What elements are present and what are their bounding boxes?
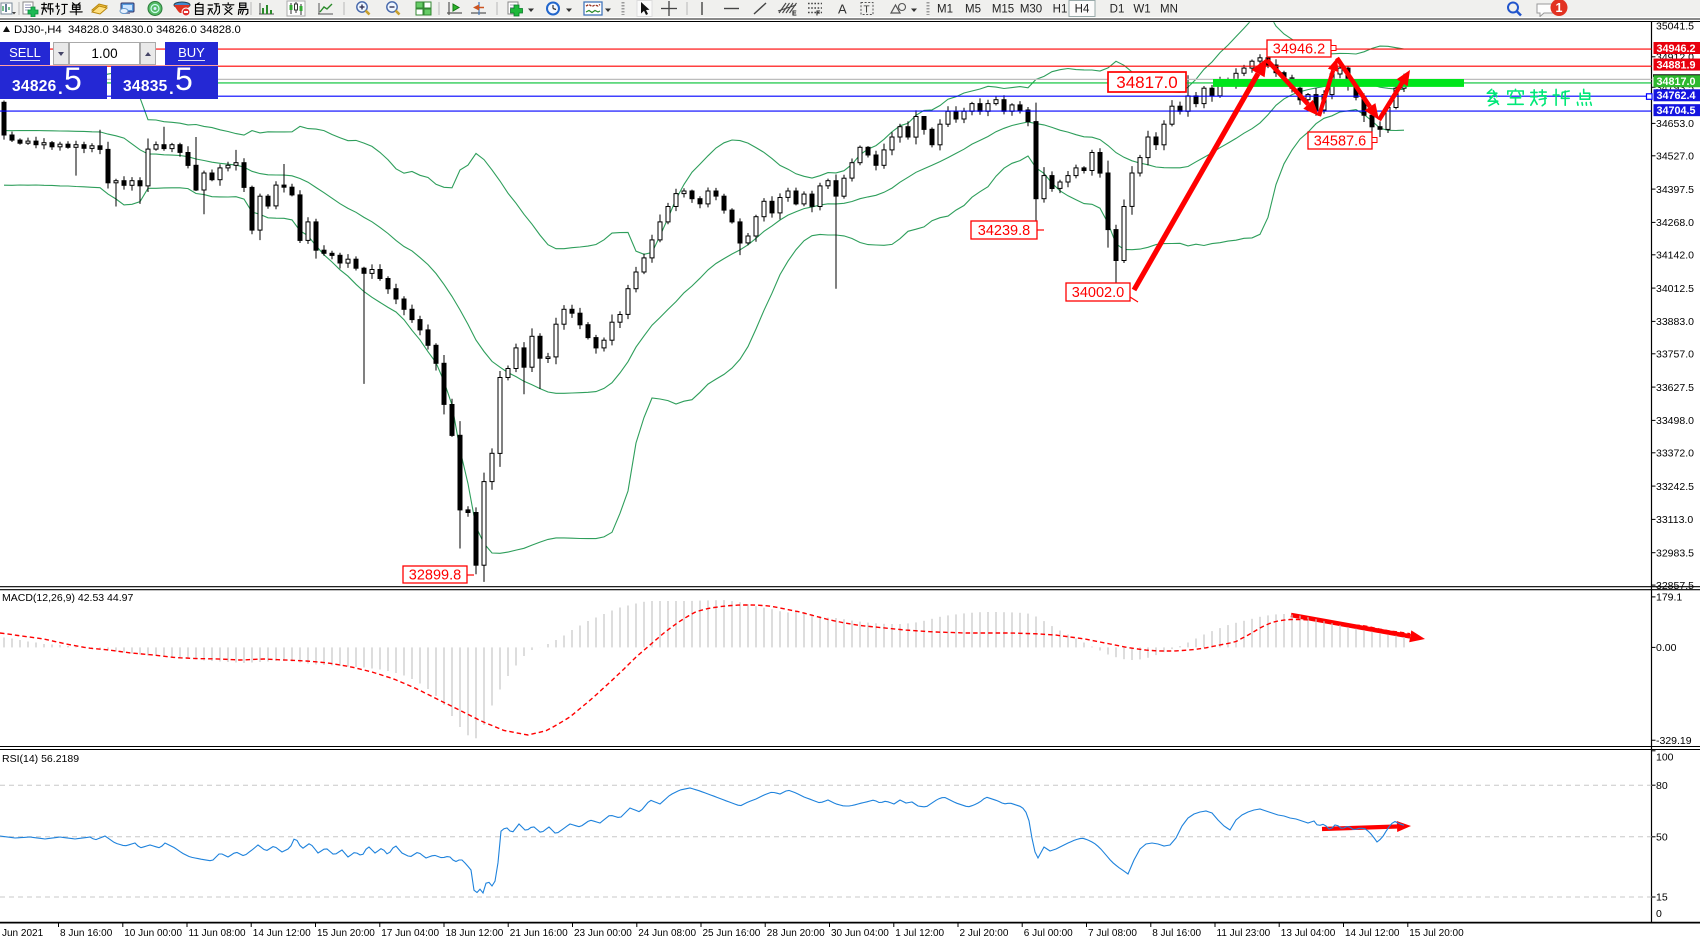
svg-text:6 Jul 00:00: 6 Jul 00:00 bbox=[1024, 928, 1073, 939]
svg-text:50: 50 bbox=[1656, 832, 1668, 844]
svg-text:100: 100 bbox=[1656, 752, 1674, 764]
svg-text:34397.5: 34397.5 bbox=[1656, 184, 1694, 196]
svg-text:0.00: 0.00 bbox=[1656, 642, 1677, 654]
svg-text:34817.0: 34817.0 bbox=[1116, 73, 1177, 92]
svg-text:18 Jun 12:00: 18 Jun 12:00 bbox=[446, 928, 504, 939]
svg-text:10 Jun 00:00: 10 Jun 00:00 bbox=[124, 928, 182, 939]
svg-text:33372.0: 33372.0 bbox=[1656, 447, 1694, 459]
svg-text:11 Jul 23:00: 11 Jul 23:00 bbox=[1217, 928, 1271, 939]
svg-text:34762.4: 34762.4 bbox=[1657, 90, 1696, 102]
svg-text:33242.5: 33242.5 bbox=[1656, 481, 1694, 493]
svg-text:21 Jun 16:00: 21 Jun 16:00 bbox=[510, 928, 568, 939]
svg-text:15 Jul 20:00: 15 Jul 20:00 bbox=[1409, 928, 1464, 939]
svg-text:28 Jun 20:00: 28 Jun 20:00 bbox=[767, 928, 825, 939]
svg-text:8 Jun 16:00: 8 Jun 16:00 bbox=[60, 928, 113, 939]
svg-text:15: 15 bbox=[1656, 892, 1668, 904]
svg-text:15 Jun 20:00: 15 Jun 20:00 bbox=[317, 928, 375, 939]
svg-text:34587.6: 34587.6 bbox=[1314, 134, 1366, 150]
svg-text:34653.0: 34653.0 bbox=[1656, 118, 1694, 130]
svg-text:7 Jul 08:00: 7 Jul 08:00 bbox=[1088, 928, 1137, 939]
svg-text:MN: MN bbox=[1160, 4, 1178, 16]
svg-text:F: F bbox=[816, 11, 821, 18]
svg-text:8 Jul 16:00: 8 Jul 16:00 bbox=[1152, 928, 1201, 939]
svg-text:35041.5: 35041.5 bbox=[1656, 21, 1694, 33]
svg-text:34527.0: 34527.0 bbox=[1656, 150, 1694, 162]
svg-text:30 Jun 04:00: 30 Jun 04:00 bbox=[831, 928, 889, 939]
svg-text:33883.0: 33883.0 bbox=[1656, 316, 1694, 328]
svg-text:34142.0: 34142.0 bbox=[1656, 249, 1694, 261]
svg-text:33498.0: 33498.0 bbox=[1656, 415, 1694, 427]
svg-text:A: A bbox=[838, 2, 847, 17]
svg-text:25 Jun 16:00: 25 Jun 16:00 bbox=[703, 928, 761, 939]
svg-text:34946.2: 34946.2 bbox=[1657, 43, 1696, 55]
svg-text:14 Jul 12:00: 14 Jul 12:00 bbox=[1345, 928, 1400, 939]
svg-text:32857.5: 32857.5 bbox=[1656, 580, 1694, 592]
svg-text:179.1: 179.1 bbox=[1656, 592, 1682, 604]
svg-text:MACD(12,26,9) 42.53 44.97: MACD(12,26,9) 42.53 44.97 bbox=[2, 592, 133, 604]
svg-text:-329.19: -329.19 bbox=[1656, 735, 1692, 747]
svg-text:H1: H1 bbox=[1053, 4, 1068, 16]
svg-text:M5: M5 bbox=[965, 4, 981, 16]
svg-text:13 Jul 04:00: 13 Jul 04:00 bbox=[1281, 928, 1336, 939]
svg-text:34704.5: 34704.5 bbox=[1657, 105, 1696, 117]
svg-text:34012.5: 34012.5 bbox=[1656, 283, 1694, 295]
svg-text:34002.0: 34002.0 bbox=[1072, 285, 1124, 301]
svg-text:D1: D1 bbox=[1110, 4, 1125, 16]
svg-text:34881.9: 34881.9 bbox=[1657, 59, 1696, 71]
svg-text:M1: M1 bbox=[937, 4, 953, 16]
svg-text:23 Jun 00:00: 23 Jun 00:00 bbox=[574, 928, 632, 939]
svg-text:M15: M15 bbox=[992, 4, 1014, 16]
svg-text:34268.0: 34268.0 bbox=[1656, 217, 1694, 229]
svg-text:33757.0: 33757.0 bbox=[1656, 348, 1694, 360]
svg-text:M30: M30 bbox=[1020, 4, 1042, 16]
svg-text:0: 0 bbox=[1656, 908, 1662, 920]
svg-text:80: 80 bbox=[1656, 780, 1668, 792]
svg-text:32983.5: 32983.5 bbox=[1656, 547, 1694, 559]
svg-text:1 Jul 12:00: 1 Jul 12:00 bbox=[895, 928, 944, 939]
svg-text:H4: H4 bbox=[1075, 4, 1090, 16]
svg-text:Jun 2021: Jun 2021 bbox=[2, 928, 44, 939]
svg-text:34946.2: 34946.2 bbox=[1273, 42, 1325, 58]
svg-text:32899.8: 32899.8 bbox=[409, 568, 461, 584]
svg-text:33113.0: 33113.0 bbox=[1656, 514, 1693, 526]
svg-text:34239.8: 34239.8 bbox=[978, 223, 1030, 239]
svg-text:T: T bbox=[864, 5, 870, 16]
svg-text:14 Jun 12:00: 14 Jun 12:00 bbox=[253, 928, 311, 939]
svg-text:11 Jun 08:00: 11 Jun 08:00 bbox=[189, 928, 247, 939]
svg-text:2 Jul 20:00: 2 Jul 20:00 bbox=[960, 928, 1009, 939]
svg-text:1: 1 bbox=[1556, 1, 1563, 15]
svg-text:E: E bbox=[792, 11, 797, 18]
svg-text:17 Jun 04:00: 17 Jun 04:00 bbox=[381, 928, 439, 939]
svg-text:34817.0: 34817.0 bbox=[1657, 76, 1696, 88]
svg-text:24 Jun 08:00: 24 Jun 08:00 bbox=[638, 928, 696, 939]
svg-text:W1: W1 bbox=[1133, 4, 1150, 16]
svg-text:33627.5: 33627.5 bbox=[1656, 382, 1694, 394]
svg-text:RSI(14) 56.2189: RSI(14) 56.2189 bbox=[2, 753, 79, 765]
